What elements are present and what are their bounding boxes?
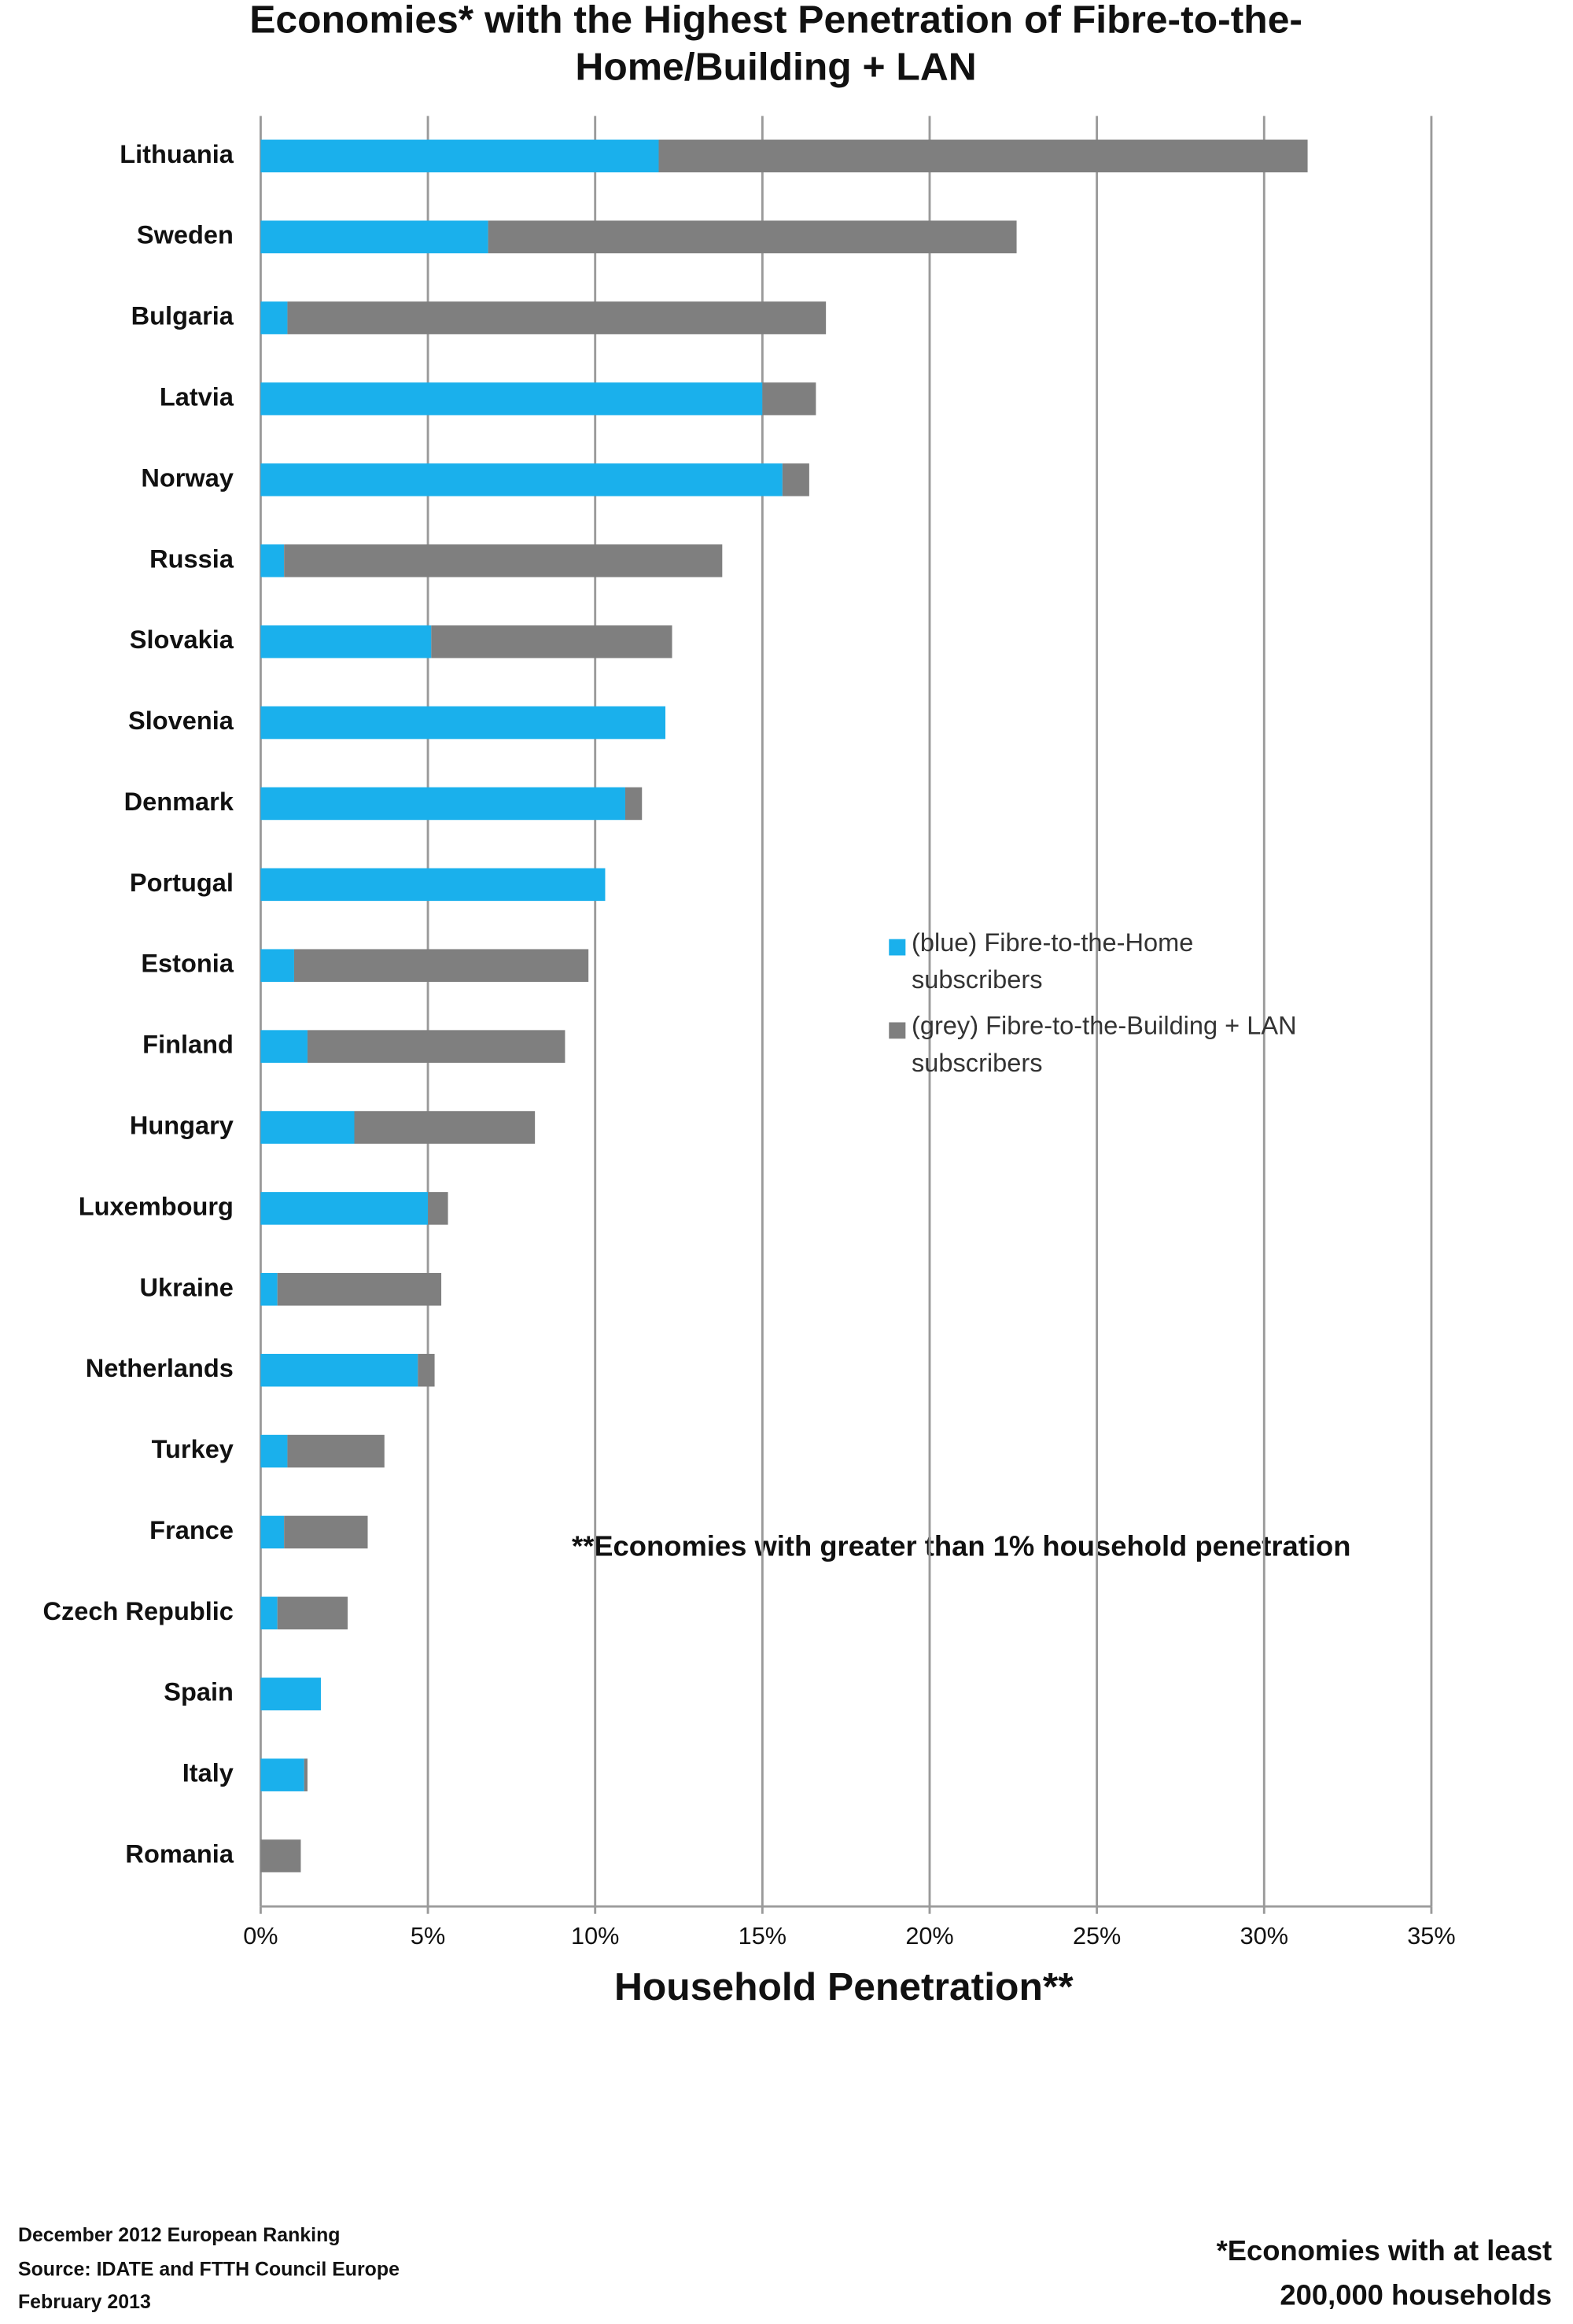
x-tick-label: 35% [1407,1923,1455,1950]
legend-swatch [889,1022,906,1039]
bar-segment [287,301,827,334]
footer-note: Source: IDATE and FTTH Council Europe [18,2259,400,2281]
bar-segment [287,1434,385,1468]
bar-segment [260,139,659,173]
bar-segment [260,301,288,334]
bar-segment [260,1030,308,1063]
legend-swatch [889,939,906,956]
x-tick-label: 15% [739,1923,786,1950]
x-tick-label: 30% [1240,1923,1288,1950]
footer-note: *Economies with at least [1217,2234,1553,2267]
bar-segment [431,625,672,658]
legend-entry: (blue) Fibre-to-the-Home subscribers [912,928,1194,994]
footer-note: February 2013 [18,2292,151,2313]
x-tick-label: 25% [1073,1923,1121,1950]
y-tick-label: Czech Republic [43,1597,234,1625]
bar-segment [260,463,783,496]
y-tick-label: Bulgaria [131,302,234,330]
x-tick-label: 20% [905,1923,953,1950]
bar-segment [260,1596,278,1630]
bar-segment [260,1434,288,1468]
footer-note: 200,000 households [1280,2279,1552,2311]
bar-segment [260,544,285,577]
y-tick-label: Romania [125,1840,234,1868]
bar-segment [260,220,488,253]
bar-segment [782,463,809,496]
bar-segment [260,1758,304,1791]
y-tick-label: Portugal [130,869,234,897]
x-tick-label: 5% [411,1923,445,1950]
y-tick-label: Slovenia [128,706,234,735]
bar-segment [260,1273,278,1306]
bar-segment [354,1111,536,1144]
y-tick-label: Latvia [160,383,234,411]
legend-entry: (grey) Fibre-to-the-Building + LAN subsc… [912,1012,1297,1078]
bar-segment [658,139,1308,173]
y-tick-label: Spain [164,1678,234,1706]
y-tick-label: Italy [182,1759,234,1787]
bar-segment [418,1353,435,1387]
chart-title: Economies* with the Highest Penetration … [249,0,1302,41]
bar-segment [307,1030,565,1063]
bar-segment [260,382,763,415]
y-tick-label: Norway [141,464,234,492]
y-tick-label: Turkey [152,1435,234,1463]
legend-label: (blue) Fibre-to-the-Home subscribers [912,928,1194,994]
x-axis-label: Household Penetration** [614,1965,1074,2009]
bar-segment [260,1515,285,1549]
y-tick-label: Lithuania [120,140,234,168]
bar-segment [762,382,816,415]
y-tick-label: France [149,1516,234,1544]
bar-segment [293,949,589,983]
bar-segment [284,544,723,577]
bar-segment [277,1273,442,1306]
bar-segment [260,787,625,821]
bar-segment [260,625,432,658]
bar-segment [260,868,606,902]
y-tick-label: Netherlands [86,1354,234,1382]
legend-label: (grey) Fibre-to-the-Building + LAN subsc… [912,1012,1297,1078]
x-tick-label: 0% [243,1923,278,1950]
bar-segment [260,1111,355,1144]
y-tick-label: Estonia [141,950,234,978]
bar-segment [624,787,643,821]
bar-segment [277,1596,348,1630]
bar-segment [260,949,294,983]
y-tick-label: Russia [149,544,234,573]
bar-segment [260,1353,418,1387]
bar-segment [260,1192,429,1225]
bar-segment [260,1839,301,1872]
y-tick-label: Luxembourg [79,1193,234,1221]
bar-segment [260,706,666,740]
y-tick-label: Slovakia [130,625,234,654]
y-tick-label: Finland [142,1031,234,1059]
bar-segment [488,220,1017,253]
y-tick-label: Ukraine [139,1273,233,1301]
footer-note: December 2012 European Ranking [18,2225,341,2246]
y-tick-label: Denmark [124,788,234,816]
y-tick-label: Hungary [130,1112,234,1140]
y-tick-label: Sweden [137,221,234,249]
annotation: **Economies with greater than 1% househo… [572,1530,1351,1562]
bar-segment [428,1192,448,1225]
x-tick-label: 10% [571,1923,619,1950]
bar-segment [260,1677,321,1711]
bar-segment [284,1515,368,1549]
bar-segment [304,1758,308,1791]
chart-title: Home/Building + LAN [575,46,976,89]
